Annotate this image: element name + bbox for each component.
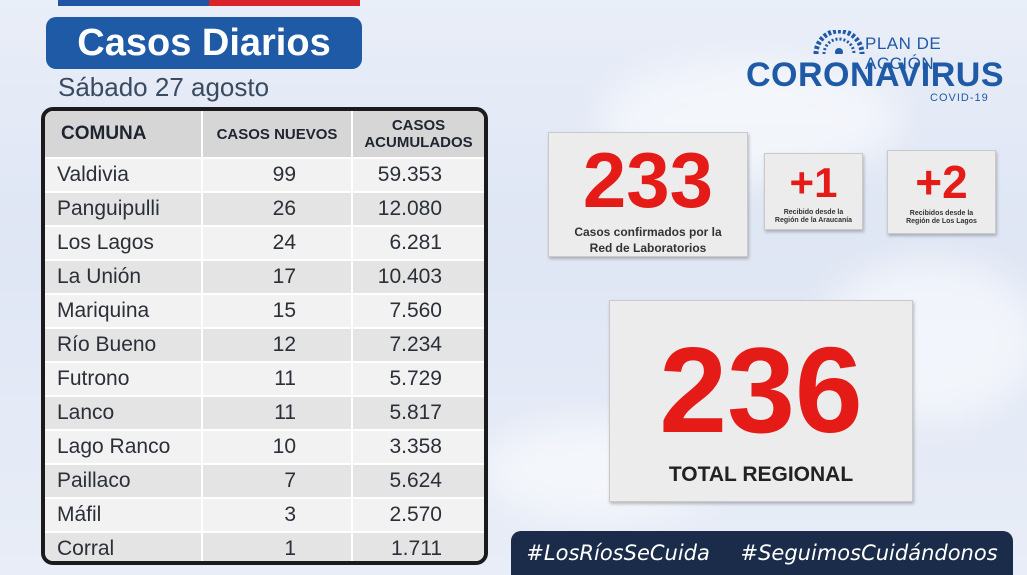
- table-header-row: COMUNA CASOS NUEVOS CASOS ACUMULADOS: [45, 111, 484, 159]
- header-casos-acumulados: CASOS ACUMULADOS: [352, 111, 484, 159]
- header-casos-nuevos: CASOS NUEVOS: [202, 111, 353, 159]
- cell-comuna: Los Lagos: [45, 226, 203, 261]
- cell-casos-nuevos: 26: [202, 192, 353, 227]
- cell-casos-acumulados: 12.080: [352, 192, 484, 227]
- cell-casos-nuevos: 11: [202, 362, 353, 397]
- cell-comuna: Río Bueno: [45, 328, 203, 363]
- cell-casos-acumulados: 5.729: [352, 362, 484, 397]
- total-regional-value: 236: [659, 322, 863, 458]
- cell-casos-nuevos: 1: [202, 532, 353, 561]
- cell-casos-acumulados: 10.403: [352, 260, 484, 295]
- cell-casos-acumulados: 6.281: [352, 226, 484, 261]
- header-acumulados-line1: CASOS: [391, 117, 446, 134]
- hashtag-losrios: #LosRíosSeCuida: [526, 541, 710, 565]
- cases-table: COMUNA CASOS NUEVOS CASOS ACUMULADOS Val…: [41, 107, 488, 565]
- confirmed-cases-value: 233: [582, 136, 714, 224]
- table-row: Futrono 11 5.729: [45, 362, 484, 397]
- cell-comuna: Valdivia: [45, 158, 203, 193]
- coronavirus-logo: PLAN DE ACCIÓN CORONAVIRUS COVID-19: [740, 30, 1004, 105]
- cell-casos-acumulados: 3.358: [352, 430, 484, 465]
- cell-casos-acumulados: 5.624: [352, 464, 484, 499]
- cell-casos-nuevos: 24: [202, 226, 353, 261]
- araucania-label-1: Recibido desde la: [783, 209, 844, 216]
- cell-casos-nuevos: 17: [202, 260, 353, 295]
- confirmed-cases-label-1: Casos confirmados por la: [574, 225, 722, 239]
- cell-casos-acumulados: 2.570: [352, 498, 484, 533]
- header-comuna: COMUNA: [45, 111, 203, 159]
- hashtag-seguimos: #SeguimosCuidándonos: [740, 541, 998, 565]
- cell-casos-nuevos: 7: [202, 464, 353, 499]
- loslagos-label-1: Recibidos desde la: [909, 210, 974, 217]
- loslagos-label-2: Región de Los Lagos: [906, 218, 977, 225]
- cell-comuna: Mariquina: [45, 294, 203, 329]
- flag-stripe: [58, 0, 360, 6]
- table-row: Valdivia 99 59.353: [45, 158, 484, 193]
- cell-comuna: Lago Ranco: [45, 430, 203, 465]
- cell-comuna: Lanco: [45, 396, 203, 431]
- total-regional-label: TOTAL REGIONAL: [668, 463, 854, 486]
- confirmed-cases-card: 233 Casos confirmados por la Red de Labo…: [548, 132, 748, 257]
- logo-plan-text: PLAN DE ACCIÓN: [865, 34, 942, 73]
- table-row: Paillaco 7 5.624: [45, 464, 484, 499]
- logo-name: CORONAVIRUS: [746, 56, 1004, 94]
- cell-casos-acumulados: 1.711: [352, 532, 484, 561]
- table-row: Corral 1 1.711: [45, 532, 484, 561]
- cell-comuna: La Unión: [45, 260, 203, 295]
- table-row: Panguipulli 26 12.080: [45, 192, 484, 227]
- cell-casos-acumulados: 7.234: [352, 328, 484, 363]
- loslagos-card: +2 Recibidos desde la Región de Los Lago…: [887, 150, 996, 234]
- hashtag-banner: #LosRíosSeCuida #SeguimosCuidándonos: [511, 531, 1013, 575]
- report-date: Sábado 27 agosto: [58, 72, 270, 102]
- table-row: Río Bueno 12 7.234: [45, 328, 484, 363]
- cell-casos-acumulados: 7.560: [352, 294, 484, 329]
- table-row: La Unión 17 10.403: [45, 260, 484, 295]
- table-row: Lanco 11 5.817: [45, 396, 484, 431]
- page-title: Casos Diarios: [46, 17, 362, 69]
- cell-casos-nuevos: 15: [202, 294, 353, 329]
- cell-comuna: Panguipulli: [45, 192, 203, 227]
- cell-casos-nuevos: 3: [202, 498, 353, 533]
- cell-casos-nuevos: 11: [202, 396, 353, 431]
- cell-casos-acumulados: 59.353: [352, 158, 484, 193]
- cell-casos-acumulados: 5.817: [352, 396, 484, 431]
- araucania-label-2: Región de la Araucanía: [774, 217, 853, 224]
- loslagos-value: +2: [915, 156, 968, 208]
- cell-comuna: Paillaco: [45, 464, 203, 499]
- total-regional-card: 236 TOTAL REGIONAL: [609, 300, 913, 502]
- header-acumulados-line2: ACUMULADOS: [364, 134, 473, 151]
- cell-comuna: Máfil: [45, 498, 203, 533]
- table-row: Lago Ranco 10 3.358: [45, 430, 484, 465]
- table-row: Los Lagos 24 6.281: [45, 226, 484, 261]
- cell-casos-nuevos: 12: [202, 328, 353, 363]
- cell-comuna: Futrono: [45, 362, 203, 397]
- cell-casos-nuevos: 10: [202, 430, 353, 465]
- cell-comuna: Corral: [45, 532, 203, 561]
- cell-casos-nuevos: 99: [202, 158, 353, 193]
- confirmed-cases-label-2: Red de Laboratorios: [589, 241, 707, 255]
- virus-icon: [813, 30, 865, 54]
- logo-sub: COVID-19: [930, 92, 989, 104]
- table-row: Máfil 3 2.570: [45, 498, 484, 533]
- araucania-value: +1: [789, 159, 838, 206]
- araucania-card: +1 Recibido desde la Región de la Arauca…: [764, 153, 863, 230]
- table-row: Mariquina 15 7.560: [45, 294, 484, 329]
